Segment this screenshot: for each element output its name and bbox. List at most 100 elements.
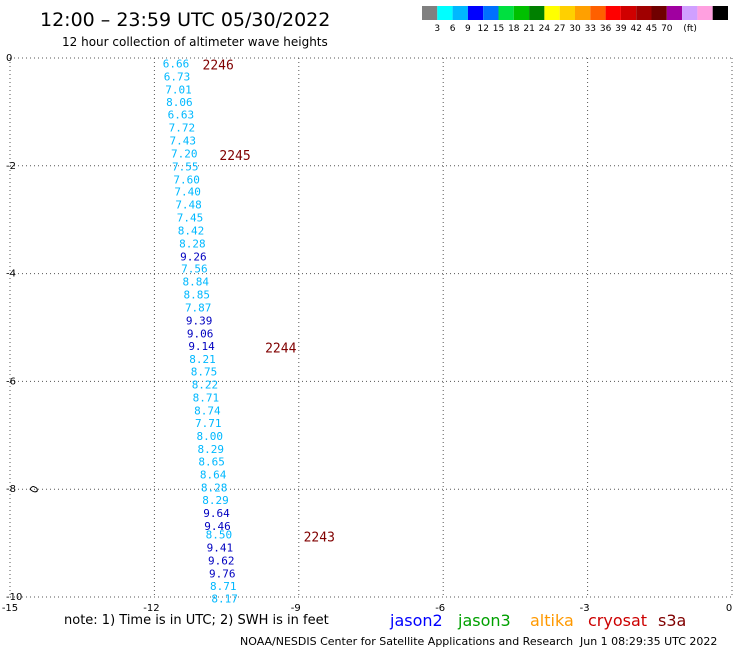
x-tick-label: -9 [291, 603, 301, 614]
scale-swatch [513, 6, 530, 20]
wave-height-label: 6.66 [163, 57, 190, 70]
island-outline [29, 486, 38, 493]
wave-height-label: 8.06 [166, 96, 193, 109]
satellite-jason2: jason2 [389, 611, 443, 630]
y-tick-label: -6 [6, 376, 16, 387]
pass-time-label: 2245 [219, 149, 250, 164]
satellite-cryosat: cryosat [588, 611, 647, 630]
scale-label: 45 [646, 24, 657, 34]
scale-label: 39 [615, 24, 627, 34]
scale-swatch [590, 6, 606, 20]
scale-swatch [559, 6, 575, 20]
color-scale: 3 6 9 12 15 18 21 24 27 30 33 36 39 42 45 70 (ft) [422, 6, 728, 34]
satellite-jason3: jason3 [457, 611, 511, 630]
scale-swatch [422, 6, 438, 20]
scale-label: 12 [477, 24, 488, 34]
scale-label: 36 [600, 24, 612, 34]
y-tick-label: 0 [6, 53, 12, 64]
wave-height-label: 7.20 [171, 147, 198, 160]
credit-line: NOAA/NESDIS Center for Satellite Applica… [240, 635, 573, 648]
wave-height-label: 7.87 [185, 302, 212, 315]
wave-height-label: 8.29 [197, 443, 224, 456]
scale-swatch [682, 6, 698, 20]
wave-height-label: 6.63 [168, 109, 195, 122]
timestamp: Jun 1 08:29:35 UTC 2022 [579, 635, 717, 648]
scale-swatch [452, 6, 468, 20]
wave-height-label: 8.21 [189, 353, 216, 366]
wave-height-label: 8.75 [191, 366, 218, 379]
plot-grid [9, 57, 733, 598]
pass-time-labels: 2246 2245 2244 2243 [203, 58, 335, 545]
scale-label: 18 [508, 24, 520, 34]
wave-height-label: 9.64 [203, 507, 230, 520]
scale-label: 6 [450, 24, 456, 34]
x-tick-label: -12 [143, 603, 159, 614]
scale-swatch [697, 6, 713, 20]
wave-height-label: 8.29 [202, 494, 229, 507]
y-tick-label: -4 [6, 269, 16, 280]
x-tick-label: -6 [435, 603, 445, 614]
scale-swatch [605, 6, 621, 20]
wave-height-label: 8.00 [197, 430, 224, 443]
wave-height-label: 9.41 [207, 541, 234, 554]
axis-ticks: -15 -12 -9 -6 -3 0 0 -2 -4 -6 -8 -10 [2, 53, 732, 614]
scale-swatch [467, 6, 484, 20]
wave-height-label: 8.28 [201, 482, 228, 495]
wave-height-label: 9.46 [204, 520, 231, 533]
x-tick-label: -15 [2, 603, 18, 614]
scale-label: (ft) [683, 24, 697, 34]
footer-note: note: 1) Time is in UTC; 2) SWH is in fe… [64, 613, 329, 628]
pass-time-label: 2243 [304, 531, 335, 546]
scale-swatch [575, 6, 591, 20]
wave-height-label: 7.40 [174, 186, 201, 199]
pass-time-label: 2246 [203, 58, 234, 73]
wave-height-label: 7.43 [170, 134, 197, 147]
scale-swatch [529, 6, 545, 20]
wave-height-label: 7.72 [169, 122, 196, 135]
wave-height-label: 7.55 [172, 160, 199, 173]
scale-swatch [498, 6, 514, 20]
wave-height-label: 8.71 [210, 580, 237, 593]
wave-height-label: 8.84 [183, 276, 210, 289]
wave-height-label: 9.76 [209, 567, 236, 580]
scale-label: 9 [465, 24, 471, 34]
scale-swatch [651, 6, 667, 20]
scale-label: 70 [661, 24, 673, 34]
wave-height-label: 7.71 [195, 417, 222, 430]
scale-label: 3 [434, 24, 440, 34]
wave-height-label: 7.56 [181, 263, 208, 276]
island-shape [29, 486, 38, 493]
scale-swatch [483, 6, 499, 20]
wave-height-label: 9.06 [187, 327, 214, 340]
wave-height-label: 7.45 [177, 212, 204, 225]
chart-title: 12:00 – 23:59 UTC 05/30/2022 [40, 9, 330, 31]
scale-label: 30 [569, 24, 581, 34]
wave-height-label: 8.42 [178, 224, 205, 237]
scale-swatch [620, 6, 637, 20]
wave-height-label: 9.62 [208, 554, 235, 567]
scale-label: 42 [630, 24, 641, 34]
wave-height-label: 9.39 [186, 314, 213, 327]
y-tick-label: -8 [6, 484, 16, 495]
wave-height-points: 6.666.737.018.066.637.727.437.207.557.60… [163, 57, 238, 605]
wave-height-label: 7.60 [173, 173, 200, 186]
wave-height-label: 8.74 [194, 405, 221, 418]
wave-height-label: 8.65 [198, 456, 225, 469]
y-tick-label: -10 [6, 592, 22, 603]
wave-height-label: 9.14 [188, 340, 215, 353]
scale-swatch [437, 6, 453, 20]
wave-height-label: 8.22 [192, 379, 219, 392]
wave-height-label: 8.85 [184, 289, 211, 302]
scale-label: 15 [493, 24, 504, 34]
scale-label: 21 [523, 24, 534, 34]
chart-subtitle: 12 hour collection of altimeter wave hei… [62, 35, 328, 49]
wave-height-label: 7.48 [175, 199, 202, 212]
scale-swatch [544, 6, 560, 20]
wave-height-label: 8.17 [211, 593, 238, 606]
wave-height-label: 8.64 [200, 469, 227, 482]
wave-height-label: 6.73 [164, 70, 191, 83]
wave-height-label: 8.28 [179, 237, 206, 250]
scale-label: 24 [539, 24, 551, 34]
x-tick-label: -3 [580, 603, 590, 614]
